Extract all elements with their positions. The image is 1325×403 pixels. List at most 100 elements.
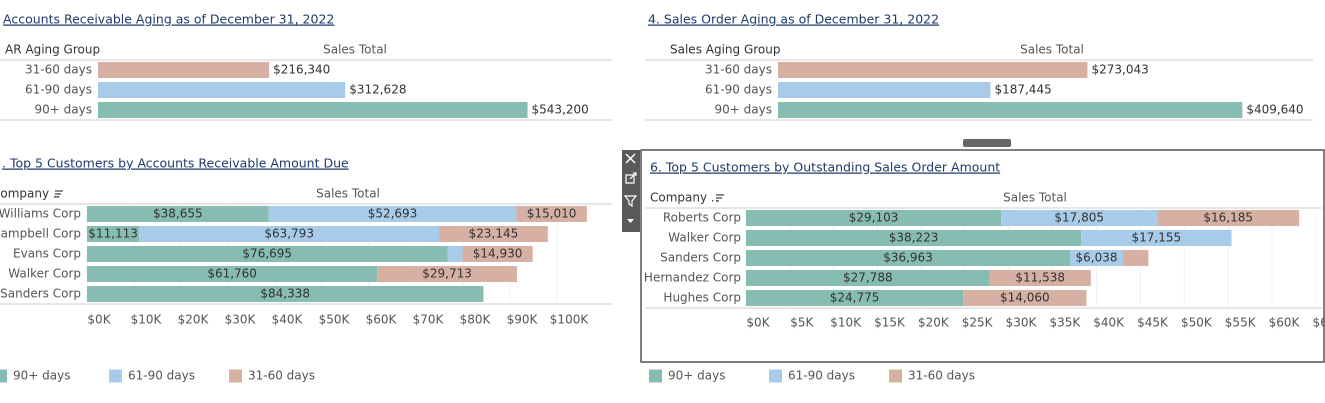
resize-handle[interactable]: [963, 139, 1011, 147]
bar-segment: [1070, 250, 1123, 266]
bar-segment: [746, 270, 990, 286]
category-header: Company ..: [650, 191, 719, 205]
category-label: 31-60 days: [705, 63, 772, 77]
x-tick-label: $5K: [790, 316, 814, 330]
legend-swatch: [769, 369, 782, 383]
x-tick-label: $10K: [131, 313, 163, 327]
bar-segment: [1157, 210, 1300, 226]
x-tick-label: $100K: [550, 313, 590, 327]
value-header: Sales Total: [1020, 43, 1084, 57]
menu-icon[interactable]: [627, 219, 634, 223]
value-header: Sales Total: [1003, 191, 1067, 205]
value-label: $14,930: [473, 247, 523, 261]
bar-segment: [516, 206, 587, 222]
value-label: $76,695: [242, 247, 292, 261]
selected-panel-border: [640, 149, 1325, 363]
value-header: Sales Total: [323, 43, 387, 57]
sort-icon[interactable]: [55, 190, 63, 198]
category-header: Company ..: [0, 187, 61, 201]
value-label: $543,200: [532, 103, 589, 117]
legend-swatch: [0, 369, 7, 383]
value-label: $38,655: [153, 207, 203, 221]
bar-segment: [87, 206, 269, 222]
category-label: 90+ days: [715, 103, 772, 117]
bar-segment: [87, 226, 140, 242]
x-tick-label: $50K: [319, 313, 351, 327]
x-tick-label: $30K: [1006, 316, 1038, 330]
x-tick-label: $55K: [1225, 316, 1257, 330]
bar-segment: [87, 246, 448, 262]
bar-segment: [87, 266, 378, 282]
value-label: $6,038: [1076, 251, 1118, 265]
value-label: $312,628: [349, 83, 406, 97]
legend-label: 90+ days: [668, 369, 725, 383]
category-header: Sales Aging Group: [670, 43, 780, 57]
category-label: Campbell Corp: [0, 227, 81, 241]
legend-swatch: [649, 369, 662, 383]
value-label: $24,775: [830, 291, 880, 305]
legend-swatch: [109, 369, 122, 383]
toolbar-background: [622, 150, 640, 232]
x-tick-label: $10K: [830, 316, 862, 330]
x-tick-label: $20K: [178, 313, 210, 327]
bar-segment: [1001, 210, 1158, 226]
chart-panel: Accounts Receivable Aging as of December…: [0, 12, 612, 121]
value-label: $23,145: [469, 227, 519, 241]
x-tick-label: $45K: [1137, 316, 1169, 330]
chart-panel: 4. Sales Order Aging as of December 31, …: [645, 12, 1313, 121]
bar-segment: [746, 230, 1082, 246]
category-label: 31-60 days: [25, 63, 92, 77]
bar: [98, 102, 528, 118]
bar-segment: [439, 226, 548, 242]
value-label: $63,793: [264, 227, 314, 241]
chart-title: . Top 5 Customers by Accounts Receivable…: [2, 156, 349, 171]
value-label: $273,043: [1091, 63, 1148, 77]
category-label: Hernandez Corp: [644, 271, 741, 285]
sort-icon[interactable]: [716, 194, 724, 202]
legend-label: 90+ days: [13, 369, 70, 383]
value-label: $11,113: [88, 227, 138, 241]
x-tick-label: $40K: [272, 313, 304, 327]
x-tick-label: $0K: [746, 316, 770, 330]
value-label: $17,155: [1131, 231, 1181, 245]
chart-panel: . Top 5 Customers by Accounts Receivable…: [0, 156, 612, 383]
value-label: $11,538: [1015, 271, 1065, 285]
legend-label: 61-90 days: [788, 369, 855, 383]
bar-segment: [963, 290, 1087, 306]
value-label: $29,713: [422, 267, 472, 281]
bar: [778, 82, 991, 98]
value-label: $52,693: [368, 207, 418, 221]
bar: [98, 82, 346, 98]
bar: [778, 102, 1243, 118]
bar-segment: [746, 250, 1071, 266]
x-tick-label: $60K: [366, 313, 398, 327]
bar-segment: [377, 266, 517, 282]
category-label: Walker Corp: [8, 267, 81, 281]
value-label: $36,963: [883, 251, 933, 265]
value-label: $14,060: [1000, 291, 1050, 305]
popout-icon[interactable]: [625, 172, 637, 184]
chart-title: 4. Sales Order Aging as of December 31, …: [648, 12, 939, 27]
bar-segment: [989, 270, 1091, 286]
value-label: $27,788: [843, 271, 893, 285]
panel-toolbar: [622, 150, 640, 232]
legend-swatch: [229, 369, 242, 383]
category-label: Sanders Corp: [660, 251, 741, 265]
value-label: $409,640: [1246, 103, 1303, 117]
category-label: Hughes Corp: [663, 291, 741, 305]
bar: [778, 62, 1088, 78]
value-label: $187,445: [994, 83, 1051, 97]
value-label: $216,340: [273, 63, 330, 77]
bar-segment: [1081, 230, 1232, 246]
chart-title: Accounts Receivable Aging as of December…: [3, 12, 334, 27]
legend-label: 61-90 days: [128, 369, 195, 383]
bar-segment: [268, 206, 517, 222]
x-tick-label: $40K: [1093, 316, 1125, 330]
filter-icon[interactable]: [623, 195, 638, 208]
bar: [98, 62, 270, 78]
close-icon[interactable]: [625, 153, 636, 164]
chart-title: 6. Top 5 Customers by Outstanding Sales …: [650, 160, 1000, 175]
category-label: 90+ days: [35, 103, 92, 117]
bar-segment: [462, 246, 533, 262]
